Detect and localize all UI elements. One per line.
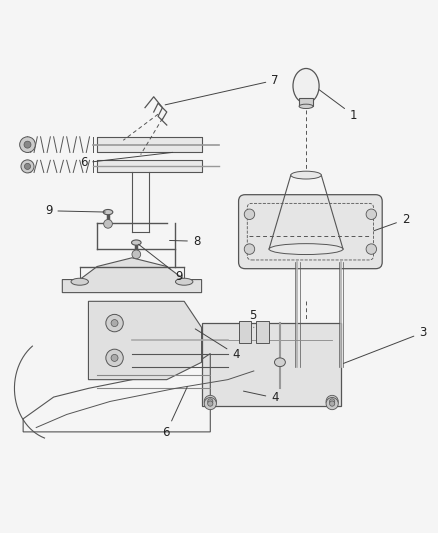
Text: 4: 4 xyxy=(244,391,279,405)
Circle shape xyxy=(20,137,35,152)
Circle shape xyxy=(204,398,216,410)
Circle shape xyxy=(132,250,141,259)
Text: 7: 7 xyxy=(165,74,279,105)
Bar xyxy=(256,321,268,343)
Ellipse shape xyxy=(131,240,141,245)
Text: 1: 1 xyxy=(319,90,357,122)
Polygon shape xyxy=(62,258,201,293)
Bar xyxy=(97,137,201,152)
Polygon shape xyxy=(88,301,201,379)
Text: 6: 6 xyxy=(80,152,173,169)
Circle shape xyxy=(24,141,31,148)
Bar xyxy=(97,160,201,173)
Ellipse shape xyxy=(269,244,343,255)
Text: 6: 6 xyxy=(162,386,187,439)
Circle shape xyxy=(111,354,118,361)
Circle shape xyxy=(25,163,31,169)
Text: 9: 9 xyxy=(138,244,183,282)
Text: 5: 5 xyxy=(250,309,257,327)
Text: 8: 8 xyxy=(170,235,200,248)
Ellipse shape xyxy=(293,68,319,103)
Circle shape xyxy=(208,399,213,404)
Circle shape xyxy=(329,401,335,406)
Circle shape xyxy=(244,244,254,254)
Circle shape xyxy=(21,160,34,173)
Circle shape xyxy=(329,399,335,404)
Ellipse shape xyxy=(275,358,286,367)
Ellipse shape xyxy=(291,171,321,179)
Ellipse shape xyxy=(176,278,193,285)
Circle shape xyxy=(106,314,123,332)
Bar xyxy=(299,98,313,107)
FancyBboxPatch shape xyxy=(239,195,382,269)
Bar xyxy=(239,321,251,343)
Circle shape xyxy=(208,401,213,406)
Bar xyxy=(201,323,341,406)
Text: 3: 3 xyxy=(343,326,427,364)
Circle shape xyxy=(204,395,216,408)
Text: 2: 2 xyxy=(374,213,409,231)
Text: 9: 9 xyxy=(45,204,105,217)
Circle shape xyxy=(366,209,377,220)
Circle shape xyxy=(326,398,338,410)
Circle shape xyxy=(366,244,377,254)
Ellipse shape xyxy=(71,278,88,285)
Circle shape xyxy=(106,349,123,367)
Ellipse shape xyxy=(103,209,113,215)
Circle shape xyxy=(326,395,338,408)
Circle shape xyxy=(111,320,118,327)
Text: 4: 4 xyxy=(195,329,240,361)
Ellipse shape xyxy=(299,104,313,109)
Circle shape xyxy=(104,220,113,228)
Circle shape xyxy=(244,209,254,220)
